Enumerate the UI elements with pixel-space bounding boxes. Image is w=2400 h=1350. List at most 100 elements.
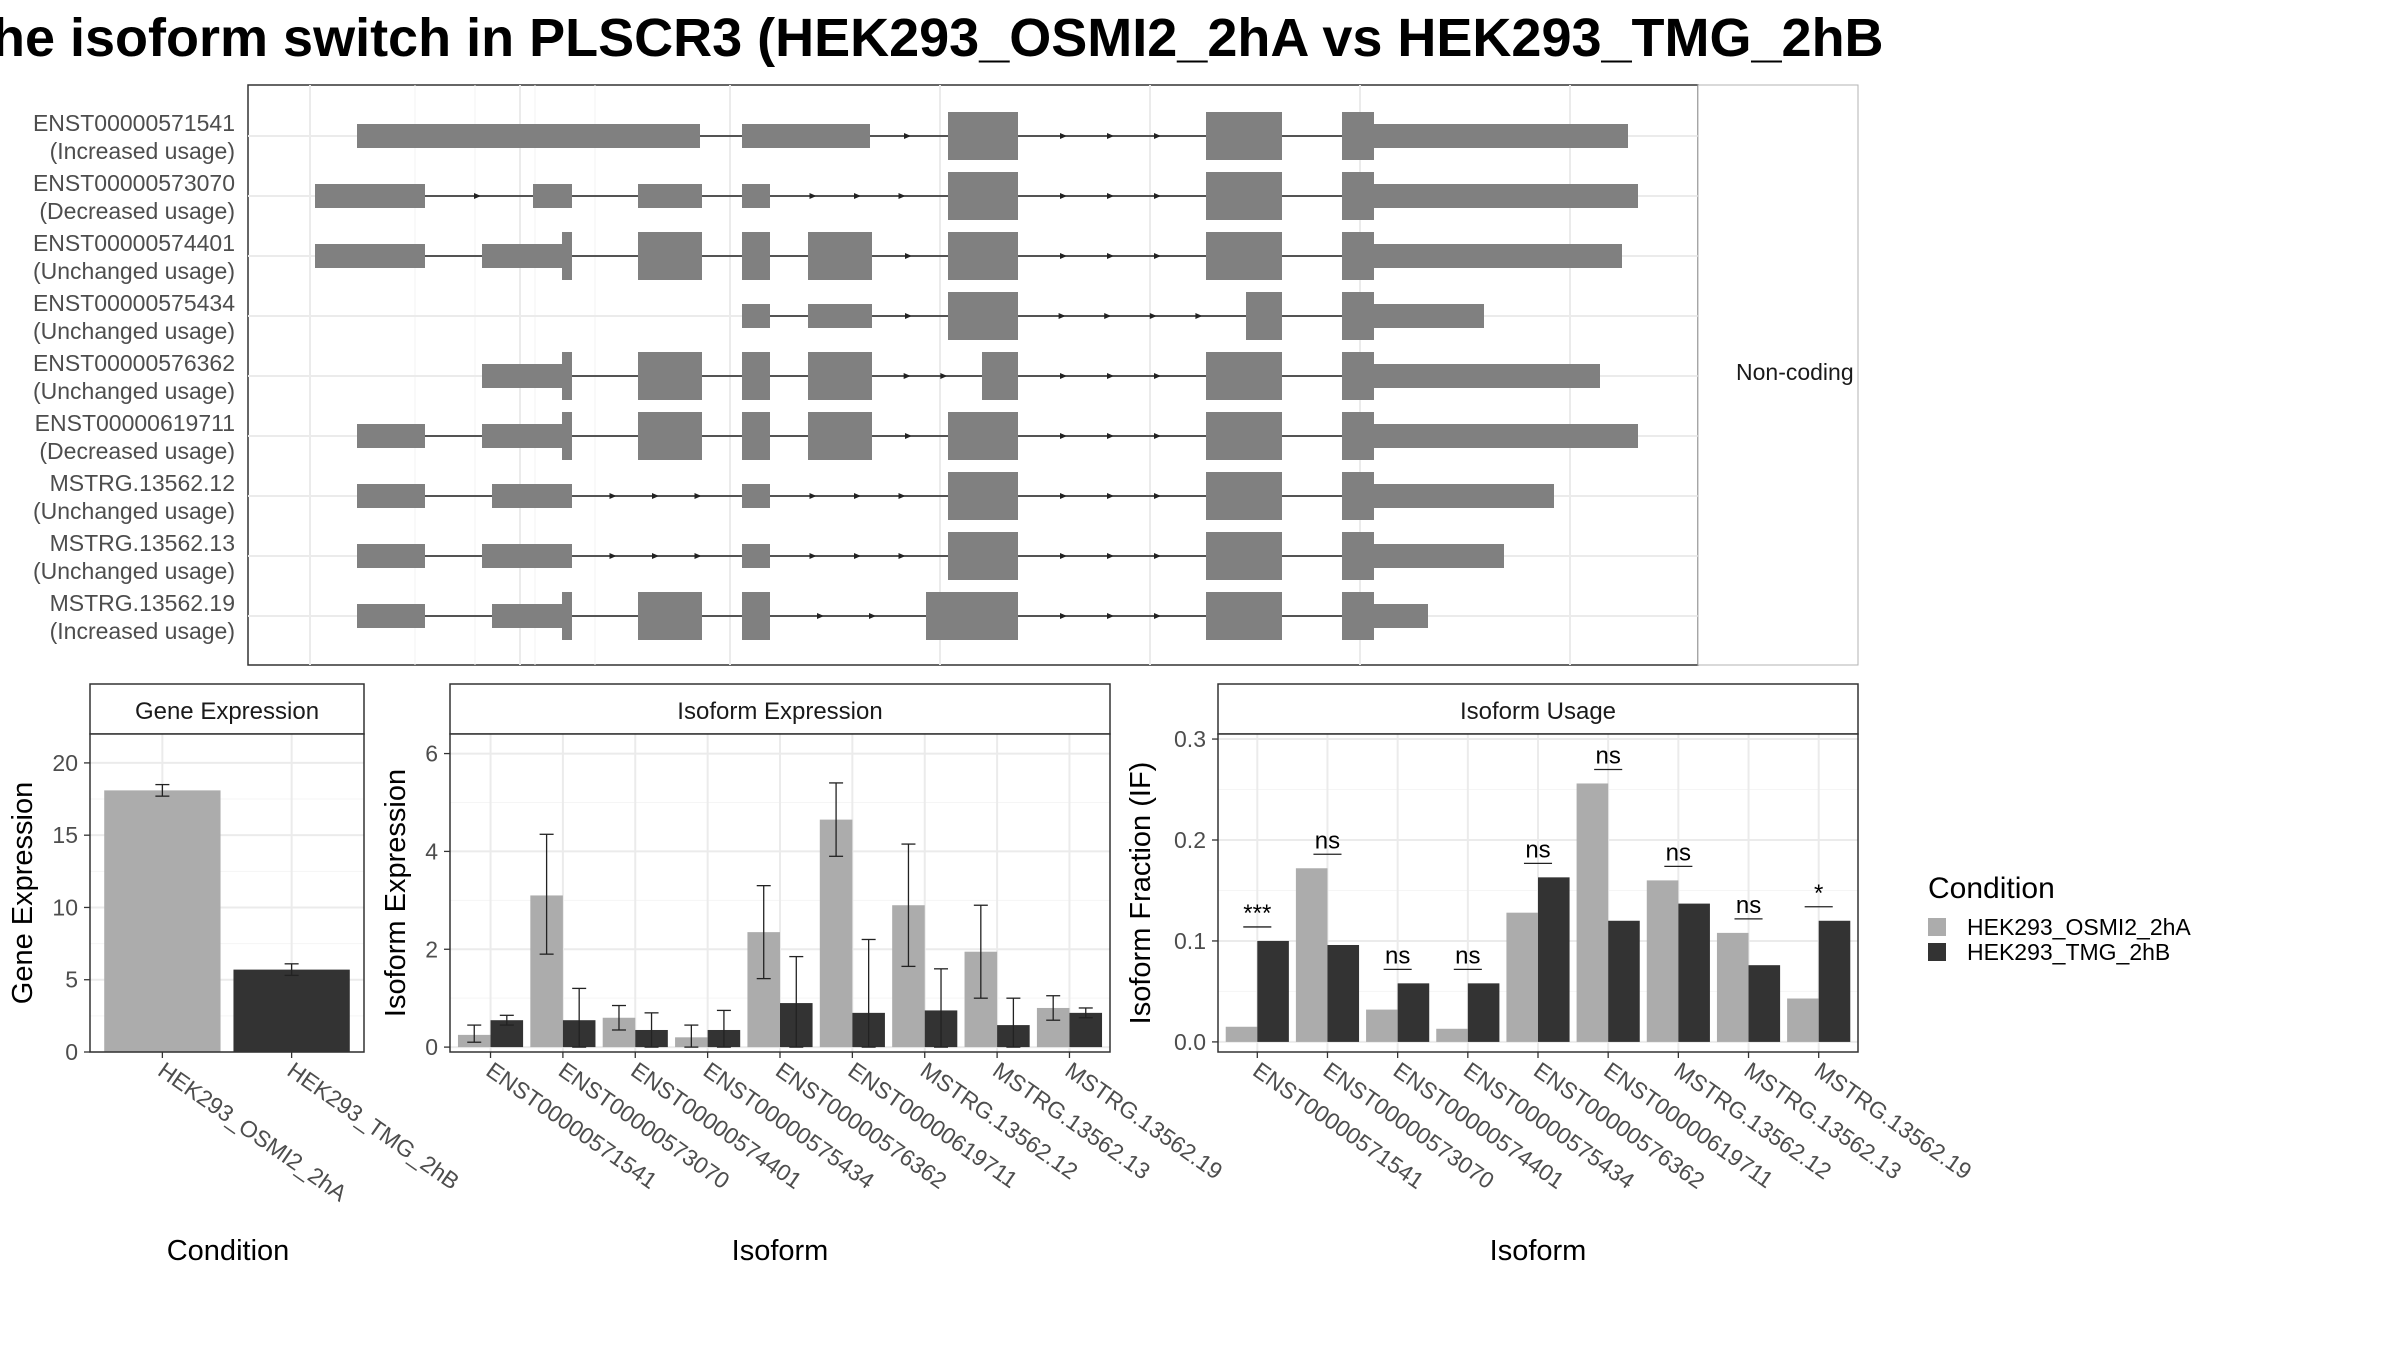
exon-block bbox=[1342, 352, 1374, 400]
significance-label: ns bbox=[1666, 839, 1691, 866]
bar bbox=[1436, 1028, 1468, 1042]
exon-block bbox=[948, 112, 1018, 160]
strand-arrow bbox=[1154, 553, 1161, 559]
isoform-expression-chart: Isoform Expression0246ENST00000571541ENS… bbox=[380, 683, 1227, 1267]
exon-block bbox=[638, 412, 702, 460]
isoform-label: ENST00000571541 bbox=[33, 110, 235, 136]
x-axis-title: Isoform bbox=[732, 1235, 829, 1267]
strand-arrow bbox=[1107, 433, 1114, 439]
isoform-label: ENST00000574401 bbox=[33, 230, 235, 256]
y-tick-label: 0 bbox=[425, 1034, 438, 1060]
exon-block bbox=[315, 184, 425, 208]
bar bbox=[1257, 940, 1289, 1042]
strand-arrow bbox=[1104, 313, 1112, 319]
exon-block bbox=[1206, 412, 1282, 460]
exon-block bbox=[1374, 484, 1554, 508]
strand-arrow bbox=[1060, 553, 1067, 559]
strand-arrow bbox=[1060, 493, 1067, 499]
strand-arrow bbox=[854, 493, 861, 499]
bar bbox=[1576, 783, 1609, 1042]
strip-box bbox=[1697, 84, 1859, 666]
strand-arrow bbox=[1195, 313, 1203, 319]
y-tick-label: 0.2 bbox=[1174, 827, 1206, 853]
strand-arrow bbox=[1060, 253, 1067, 259]
exon-block bbox=[982, 352, 1018, 400]
strand-arrow bbox=[1154, 253, 1161, 259]
exon-block bbox=[1374, 544, 1504, 568]
exon-block bbox=[1374, 184, 1638, 208]
usage-label: (Increased usage) bbox=[50, 618, 235, 644]
exon-block bbox=[1374, 124, 1628, 148]
exon-block bbox=[562, 352, 572, 400]
exon-block bbox=[562, 232, 572, 280]
isoform-label: ENST00000573070 bbox=[33, 170, 235, 196]
usage-label: (Unchanged usage) bbox=[33, 378, 235, 404]
strand-arrow bbox=[898, 493, 906, 499]
strand-arrow bbox=[1060, 193, 1067, 199]
exon-block bbox=[492, 484, 572, 508]
bar bbox=[1327, 944, 1360, 1042]
isoform-label: MSTRG.13562.12 bbox=[50, 470, 235, 496]
bar bbox=[1366, 1009, 1398, 1042]
exon-block bbox=[1246, 292, 1282, 340]
strand-arrow bbox=[1060, 373, 1067, 379]
x-axis-title: Condition bbox=[167, 1235, 290, 1267]
strand-arrow bbox=[1154, 493, 1161, 499]
strand-arrow bbox=[1107, 613, 1114, 619]
y-tick-label: 0.3 bbox=[1174, 726, 1206, 752]
exon-block bbox=[1206, 472, 1282, 520]
exon-block bbox=[1342, 112, 1374, 160]
transcript-labels: ENST00000571541 (Increased usage) ENST0000… bbox=[33, 110, 235, 644]
significance-label: *** bbox=[1243, 900, 1271, 927]
strand-arrow bbox=[1154, 133, 1161, 139]
strand-arrow bbox=[898, 193, 906, 199]
exon-block bbox=[948, 532, 1018, 580]
exon-block bbox=[357, 544, 425, 568]
exon-block bbox=[357, 604, 425, 628]
strand-arrow bbox=[854, 553, 861, 559]
bar bbox=[233, 969, 350, 1052]
strand-arrow bbox=[809, 553, 817, 559]
usage-label: (Unchanged usage) bbox=[33, 318, 235, 344]
exon-block bbox=[482, 244, 562, 268]
strand-arrow bbox=[905, 313, 912, 319]
legend-key-a bbox=[1928, 918, 1946, 936]
strand-arrow bbox=[1107, 373, 1114, 379]
legend-title: Condition bbox=[1928, 872, 2055, 905]
y-tick-label: 2 bbox=[425, 936, 438, 962]
strand-arrow bbox=[817, 613, 824, 619]
strand-arrow bbox=[809, 493, 817, 499]
exon-block bbox=[1206, 352, 1282, 400]
exon-block bbox=[638, 592, 702, 640]
exon-block bbox=[742, 544, 770, 568]
exon-block bbox=[948, 292, 1018, 340]
exon-block bbox=[638, 184, 702, 208]
exon-block bbox=[948, 232, 1018, 280]
figure-title: he isoform switch in PLSCR3 (HEK293_OSMI… bbox=[0, 8, 1884, 68]
isoform-label: ENST00000575434 bbox=[33, 290, 235, 316]
strand-arrow bbox=[1154, 433, 1161, 439]
exon-block bbox=[562, 592, 572, 640]
bar bbox=[1678, 903, 1710, 1042]
bar bbox=[1467, 983, 1500, 1042]
strand-arrow bbox=[940, 373, 948, 379]
exon-block bbox=[948, 472, 1018, 520]
exon-block bbox=[533, 184, 572, 208]
transcript-structure-panel: Non-coding ENST00000571541(Increased usa… bbox=[33, 84, 1859, 666]
exon-block bbox=[808, 232, 872, 280]
exon-block bbox=[742, 304, 770, 328]
exon-block bbox=[1374, 304, 1484, 328]
strand-arrow bbox=[1107, 493, 1114, 499]
y-axis-title: Isoform Fraction (IF) bbox=[1125, 762, 1157, 1025]
exon-block bbox=[742, 592, 770, 640]
legend-key-b bbox=[1928, 943, 1946, 961]
y-axis-title: Gene Expression bbox=[7, 782, 39, 1004]
strip-box bbox=[1217, 683, 1859, 735]
bar bbox=[1787, 998, 1819, 1042]
strand-arrow bbox=[1107, 133, 1114, 139]
exon-block bbox=[742, 184, 770, 208]
significance-label: ns bbox=[1455, 942, 1480, 969]
usage-label: (Unchanged usage) bbox=[33, 498, 235, 524]
usage-label: (Unchanged usage) bbox=[33, 258, 235, 284]
usage-label: (Unchanged usage) bbox=[33, 558, 235, 584]
